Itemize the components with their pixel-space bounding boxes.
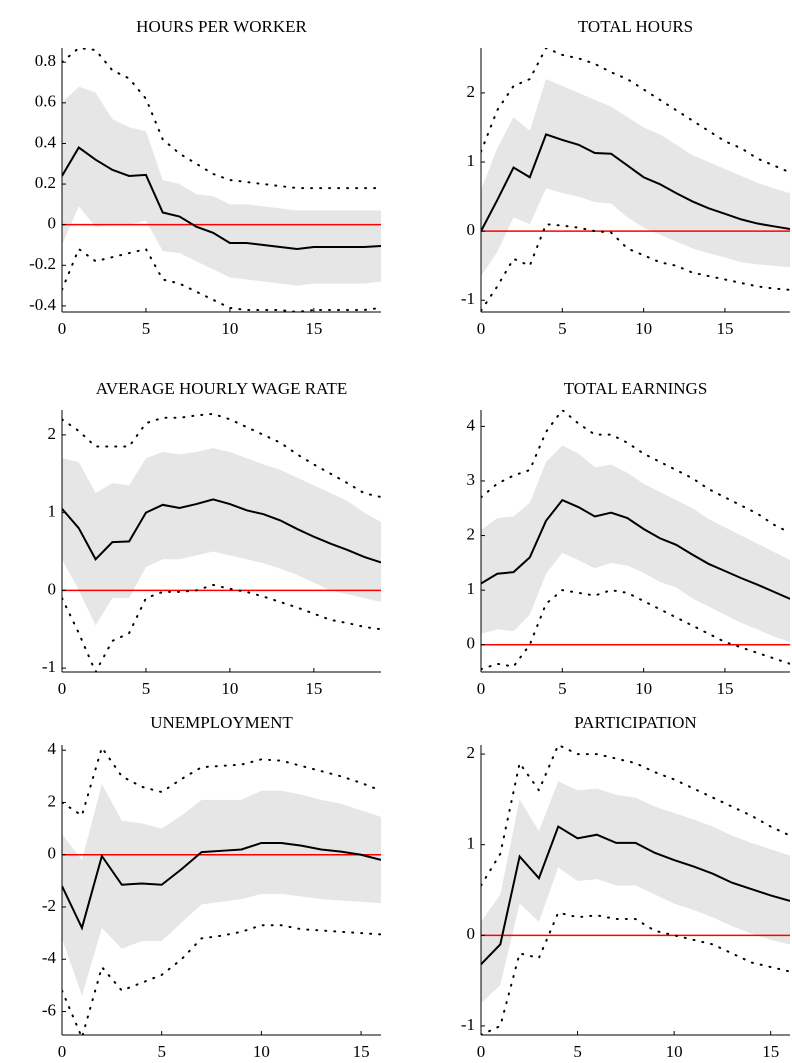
y-tick-label: 1 [467, 834, 476, 853]
y-tick-label: 0 [48, 579, 57, 598]
y-tick-label: 4 [467, 415, 476, 434]
y-tick-label: 0 [467, 924, 476, 943]
panel-title: UNEMPLOYMENT [150, 713, 293, 732]
confidence-band [62, 784, 381, 996]
confidence-line [481, 410, 790, 534]
response-line [481, 825, 790, 966]
response-line [62, 146, 381, 251]
x-tick-label: 15 [305, 319, 322, 338]
response-line [62, 498, 381, 564]
x-tick-label: 15 [716, 679, 733, 698]
y-tick-label: 0 [467, 220, 476, 239]
x-tick-label: 15 [353, 1042, 370, 1061]
y-tick-label: 0.2 [35, 173, 56, 192]
x-tick-label: 5 [142, 319, 151, 338]
response-line [481, 133, 790, 232]
x-tick-label: 5 [573, 1042, 582, 1061]
x-tick-label: 10 [253, 1042, 270, 1061]
y-tick-label: 0.6 [35, 92, 56, 111]
x-tick-label: 0 [477, 1042, 486, 1061]
x-tick-label: 5 [558, 679, 567, 698]
confidence-band [481, 445, 790, 642]
y-tick-label: -0.2 [29, 254, 56, 273]
panel-title: TOTAL EARNINGS [564, 379, 708, 398]
y-tick-label: -0.4 [29, 295, 56, 314]
y-tick-label: 0.4 [35, 132, 57, 151]
confidence-band [481, 781, 790, 1004]
x-tick-label: 0 [58, 679, 67, 698]
confidence-line [62, 924, 381, 1035]
x-tick-label: 10 [635, 319, 652, 338]
confidence-line [62, 583, 381, 672]
x-tick-label: 15 [305, 679, 322, 698]
response-line [62, 841, 381, 931]
y-tick-label: 1 [48, 502, 57, 521]
y-tick-label: 0 [48, 214, 57, 233]
y-tick-label: 2 [48, 791, 57, 810]
confidence-line [62, 745, 381, 818]
x-tick-label: 10 [221, 319, 238, 338]
confidence-line [481, 589, 790, 671]
y-tick-label: -1 [461, 1015, 475, 1034]
x-tick-label: 0 [58, 1042, 67, 1061]
y-tick-label: 1 [467, 151, 476, 170]
x-tick-label: 5 [558, 319, 567, 338]
y-tick-label: 2 [467, 82, 476, 101]
confidence-band [62, 86, 381, 286]
x-tick-label: 5 [142, 679, 151, 698]
x-tick-label: 0 [477, 679, 486, 698]
confidence-line [62, 412, 381, 499]
y-tick-label: 3 [467, 470, 476, 489]
x-tick-label: 10 [221, 679, 238, 698]
x-tick-label: 0 [58, 319, 67, 338]
x-tick-label: 10 [635, 679, 652, 698]
y-tick-label: -1 [461, 289, 475, 308]
x-tick-label: 0 [477, 319, 486, 338]
panel-title: AVERAGE HOURLY WAGE RATE [96, 379, 348, 398]
y-tick-label: 0 [48, 844, 57, 863]
y-tick-label: 0.8 [35, 51, 56, 70]
y-tick-label: 4 [48, 739, 57, 758]
confidence-line [481, 911, 790, 1035]
confidence-line [62, 48, 381, 190]
y-tick-label: 2 [48, 424, 57, 443]
y-tick-label: -4 [42, 948, 57, 967]
confidence-band [62, 448, 381, 626]
y-tick-label: 2 [467, 743, 476, 762]
y-tick-label: 0 [467, 634, 476, 653]
y-tick-label: 1 [467, 579, 476, 598]
y-tick-label: -6 [42, 1000, 56, 1019]
confidence-line [481, 745, 790, 887]
x-tick-label: 10 [666, 1042, 683, 1061]
x-tick-label: 15 [716, 319, 733, 338]
panel-title: PARTICIPATION [574, 713, 696, 732]
y-tick-label: 2 [467, 524, 476, 543]
response-line [481, 498, 790, 600]
y-tick-label: -1 [42, 657, 56, 676]
confidence-line [62, 247, 381, 312]
x-tick-label: 15 [762, 1042, 779, 1061]
confidence-band [481, 79, 790, 277]
panel-title: TOTAL HOURS [578, 17, 693, 36]
x-tick-label: 5 [157, 1042, 166, 1061]
y-tick-label: -2 [42, 896, 56, 915]
panel-title: HOURS PER WORKER [136, 17, 307, 36]
